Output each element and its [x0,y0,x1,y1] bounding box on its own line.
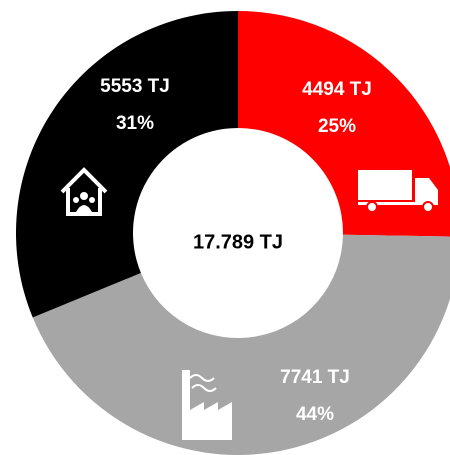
factory-icon [182,370,232,440]
house-icon [60,167,108,216]
truck-icon [358,170,438,213]
percent-label: 31% [116,113,154,134]
center-label: 17.789 TJ [193,231,283,253]
percent-label: 25% [318,116,356,137]
value-label: 4494 TJ [302,79,372,100]
slice [16,11,239,318]
slice [32,234,450,455]
percent-label: 44% [296,404,334,425]
value-label: 7741 TJ [280,367,350,388]
value-label: 5553 TJ [100,76,170,97]
